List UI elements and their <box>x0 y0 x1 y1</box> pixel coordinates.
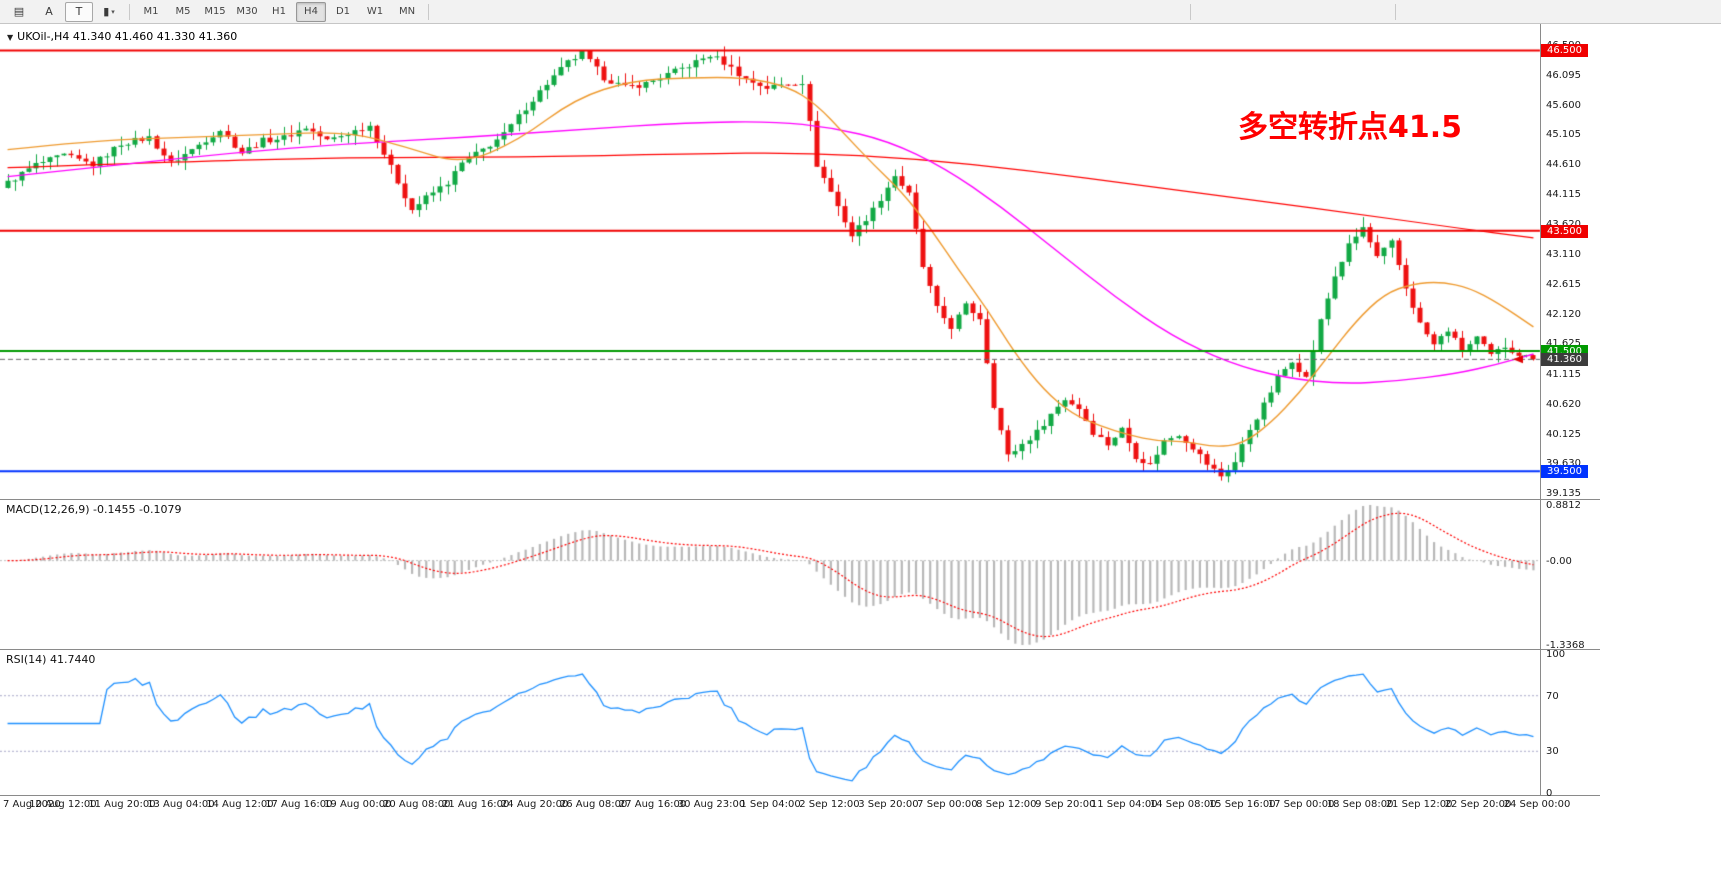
chart-title: ▼ UKOil-,H4 41.340 41.460 41.330 41.360 <box>7 30 237 43</box>
text-tool-icon[interactable]: T <box>65 1 93 22</box>
time-axis-label: 30 Aug 23:00 <box>677 799 746 810</box>
time-axis-label: 1 Sep 04:00 <box>740 799 801 810</box>
toolbar-separator <box>1190 4 1191 20</box>
time-axis-label: 13 Aug 04:00 <box>147 799 215 810</box>
time-axis-label: 3 Sep 20:00 <box>858 799 919 810</box>
price-tick-label: 44.115 <box>1546 188 1581 200</box>
price-scale-axis[interactable] <box>1540 24 1541 796</box>
timeframe-button-w1[interactable]: W1 <box>366 6 384 17</box>
toolbar: ▤ A T ▮ ▾ M1 M5 M15 M30 H1 H4 D1 W1 MN <box>0 0 1721 24</box>
annotation-a-icon[interactable]: A <box>45 5 53 18</box>
chart-list-icon[interactable]: ▤ <box>13 5 25 18</box>
price-tick-label: 43.110 <box>1546 249 1581 261</box>
time-axis-label: 21 Aug 16:00 <box>441 799 510 810</box>
time-axis-label: 7 Sep 00:00 <box>917 799 978 810</box>
time-axis-label: 21 Sep 12:00 <box>1385 799 1453 810</box>
time-axis-label: 11 Aug 20:00 <box>88 799 156 810</box>
macd-axis-label: -1.3368 <box>1546 640 1585 651</box>
price-tick-label: 45.105 <box>1546 129 1581 141</box>
time-axis-label: 24 Sep 00:00 <box>1503 799 1571 810</box>
price-tick-label: 42.615 <box>1546 278 1581 290</box>
price-level-tag: 39.500 <box>1541 465 1588 479</box>
time-axis-label: 17 Sep 00:00 <box>1267 799 1335 810</box>
timeframe-button-h4[interactable]: H4 <box>296 1 326 22</box>
time-axis-label: 11 Sep 04:00 <box>1090 799 1158 810</box>
time-axis-label: 7 Aug 2020 <box>3 799 61 810</box>
rsi-axis-label: 70 <box>1546 690 1559 702</box>
price-tick-label: 44.610 <box>1546 159 1581 171</box>
time-axis-label: 15 Sep 16:00 <box>1208 799 1276 810</box>
time-axis-label: 19 Aug 00:00 <box>324 799 392 810</box>
toolbar-separator <box>428 3 429 20</box>
rsi-axis-label: 100 <box>1546 649 1566 660</box>
rsi-axis-label: 0 <box>1546 788 1553 799</box>
chart-title-text: UKOil-,H4 41.340 41.460 41.330 41.360 <box>17 30 238 43</box>
timeframe-button-m1[interactable]: M1 <box>143 6 159 17</box>
template-dropdown-button[interactable]: ▮ ▾ <box>95 2 123 22</box>
macd-axis-label: 0.8812 <box>1546 500 1581 511</box>
price-tick-label: 40.620 <box>1546 398 1581 410</box>
time-axis-line <box>0 795 1600 796</box>
time-axis-label: 2 Sep 12:00 <box>799 799 860 810</box>
timeframe-button-m5[interactable]: M5 <box>175 6 191 17</box>
rsi-axis-label: 30 <box>1546 746 1559 758</box>
time-axis-label: 26 Aug 08:00 <box>559 799 628 810</box>
time-axis-label: 20 Aug 08:00 <box>383 799 451 810</box>
price-tick-label: 40.125 <box>1546 428 1581 440</box>
symbol-marker-icon: ▼ <box>7 33 14 42</box>
timeframe-button-m15[interactable]: M15 <box>204 6 226 17</box>
price-tick-label: 43.620 <box>1546 219 1581 230</box>
price-tick-label: 41.115 <box>1546 369 1581 381</box>
timeframe-button-d1[interactable]: D1 <box>335 6 351 17</box>
price-tick-label: 39.135 <box>1546 488 1581 500</box>
macd-header: MACD(12,26,9) -0.1455 -0.1079 <box>6 503 182 516</box>
toolbar-separator <box>129 3 130 20</box>
candle-style-icon: ▮ <box>103 5 110 18</box>
price-level-tag: 43.500 <box>1541 224 1588 238</box>
time-axis-label: 24 Aug 20:00 <box>500 799 569 810</box>
current-price-tag: 41.360 <box>1541 353 1588 367</box>
time-axis-label: 18 Sep 08:00 <box>1326 799 1394 810</box>
price-level-tag: 46.500 <box>1541 44 1588 58</box>
time-axis-label: 14 Aug 12:00 <box>206 799 274 810</box>
panel-separator[interactable] <box>0 499 1600 500</box>
time-axis-label: 17 Aug 16:00 <box>265 799 333 810</box>
price-tick-label: 45.600 <box>1546 99 1581 111</box>
price-tick-label: 39.630 <box>1546 458 1581 470</box>
timeframe-button-h1[interactable]: H1 <box>272 6 286 17</box>
chart-annotation: 多空转折点41.5 <box>1238 110 1463 145</box>
chevron-down-icon: ▾ <box>111 7 115 16</box>
panel-separator[interactable] <box>0 649 1600 650</box>
toolbar-separator <box>1395 4 1396 20</box>
timeframe-button-m30[interactable]: M30 <box>236 6 258 17</box>
time-axis-label: 9 Sep 20:00 <box>1035 799 1096 810</box>
price-tick-label: 42.120 <box>1546 308 1581 320</box>
price-tick-label: 41.625 <box>1546 338 1581 350</box>
chart-canvas[interactable] <box>0 24 1541 796</box>
macd-axis-label: -0.00 <box>1546 555 1572 567</box>
time-axis-label: 27 Aug 16:00 <box>618 799 687 810</box>
time-axis-label: 10 Aug 12:00 <box>29 799 97 810</box>
time-axis-label: 8 Sep 12:00 <box>976 799 1037 810</box>
time-axis-label: 14 Sep 08:00 <box>1149 799 1217 810</box>
price-tick-label: 46.095 <box>1546 69 1581 81</box>
rsi-header: RSI(14) 41.7440 <box>6 653 96 666</box>
timeframe-button-mn[interactable]: MN <box>398 6 416 17</box>
time-axis-label: 22 Sep 20:00 <box>1444 799 1512 810</box>
